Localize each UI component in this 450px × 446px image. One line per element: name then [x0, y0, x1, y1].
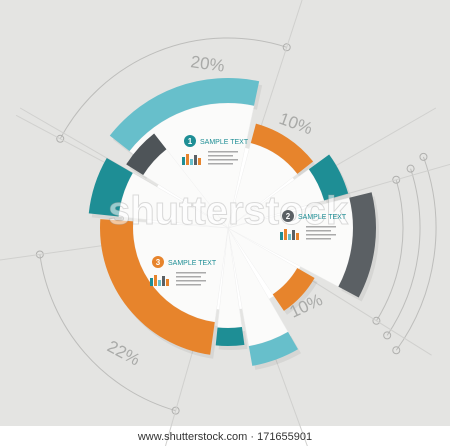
pie-graphic: [88, 77, 380, 370]
mini-bar: [284, 229, 287, 240]
mini-bar: [280, 232, 283, 240]
guide-arc: [39, 254, 176, 412]
guide-dot: [406, 164, 415, 173]
guide-arc: [395, 156, 437, 351]
mini-bar: [296, 233, 299, 240]
guide-dot: [171, 406, 180, 415]
text-line: [176, 284, 201, 286]
section-badge: [152, 256, 164, 268]
text-line: [306, 234, 336, 236]
section-title: SAMPLE TEXT: [298, 214, 347, 221]
mini-bar: [158, 280, 161, 286]
mini-bar: [162, 276, 165, 286]
guide-dot: [419, 152, 428, 161]
mini-bar: [182, 157, 185, 165]
segment: [99, 219, 215, 355]
guide-dot: [383, 331, 392, 340]
percent-label: 20%: [189, 52, 225, 76]
segment: [248, 331, 298, 366]
guide-arc: [375, 179, 404, 322]
text-line: [208, 155, 233, 157]
guide-dot: [56, 134, 65, 143]
segment: [126, 133, 167, 176]
footer-bar: [0, 426, 450, 446]
mini-bar: [288, 234, 291, 240]
section-number: 3: [156, 258, 161, 267]
sections: 1 SAMPLE TEXT 2 SAMPLE TEXT 3 SAMPLE TEXT: [150, 135, 347, 286]
text-line: [306, 226, 336, 228]
section-title: SAMPLE TEXT: [168, 260, 217, 267]
mini-bar: [190, 159, 193, 165]
text-line: [176, 272, 206, 274]
segment: [338, 192, 377, 298]
section-title: SAMPLE TEXT: [200, 139, 249, 146]
text-line: [306, 230, 331, 232]
watermark: shutterstock: [108, 189, 349, 233]
text-line: [208, 159, 238, 161]
mini-bar: [194, 155, 197, 165]
footer-text: www.shutterstock.com · 171655901: [137, 431, 312, 443]
mini-bar: [150, 278, 153, 286]
footer-site: www.shutterstock.com: [137, 431, 247, 443]
text-line: [306, 238, 331, 240]
mini-bar: [186, 154, 189, 165]
guide-dot: [392, 175, 401, 184]
segment: [215, 327, 245, 346]
white-wedge: [129, 102, 255, 229]
mini-bar: [166, 279, 169, 286]
segment: [308, 154, 349, 201]
text-line: [208, 151, 238, 153]
footer-id: 171655901: [257, 431, 312, 443]
guide-dot: [282, 43, 291, 52]
section-badge: [184, 135, 196, 147]
section-number: 2: [286, 212, 291, 221]
segment: [88, 158, 133, 217]
mini-bar: [198, 158, 201, 165]
guide-dot: [372, 316, 381, 325]
segment: [109, 77, 260, 152]
text-line: [176, 280, 206, 282]
mini-bar: [292, 230, 295, 240]
segment: [272, 268, 315, 311]
section-badge: [282, 210, 294, 222]
guide-arc: [386, 168, 421, 336]
footer-sep: ·: [250, 431, 254, 443]
text-line: [208, 163, 233, 165]
guide-arc: [59, 37, 287, 140]
text-line: [176, 276, 201, 278]
mini-bar: [154, 275, 157, 286]
segment: [250, 123, 314, 174]
section-number: 1: [188, 137, 193, 146]
guide-dot: [392, 346, 401, 355]
